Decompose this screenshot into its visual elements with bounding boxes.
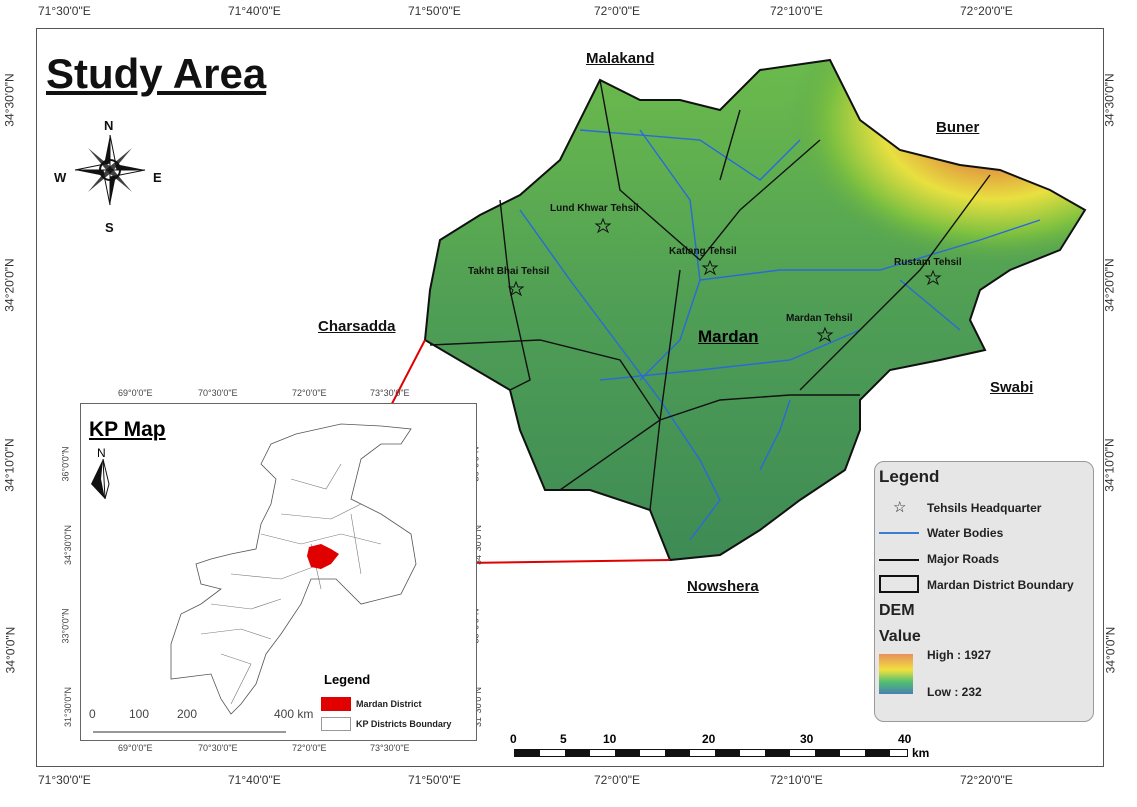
mardan-district-highlight bbox=[307, 544, 339, 569]
compass-w: W bbox=[54, 170, 67, 185]
inset-lat: 31°30'0"N bbox=[63, 686, 74, 728]
scale-tick: 5 bbox=[560, 732, 567, 746]
inset-north-label: N bbox=[97, 446, 106, 460]
tehsil-label: Lund Khwar Tehsil bbox=[550, 203, 639, 214]
inset-legend-title: Legend bbox=[324, 672, 371, 687]
lon-label-bottom: 72°20'0"E bbox=[960, 773, 1013, 787]
water-bodies bbox=[519, 129, 1041, 541]
kp-districts bbox=[91, 423, 417, 733]
tehsil-label: Rustam Tehsil bbox=[894, 257, 962, 268]
road-line-icon bbox=[879, 559, 919, 561]
scale-tick: 20 bbox=[702, 732, 716, 746]
lon-label-bottom: 71°40'0"E bbox=[228, 773, 281, 787]
lon-label-bottom: 72°10'0"E bbox=[770, 773, 823, 787]
scale-tick: 10 bbox=[603, 732, 617, 746]
tehsil-label: Katlang Tehsil bbox=[669, 246, 737, 257]
inset-scale-label: 0 bbox=[89, 707, 96, 721]
legend-item: Major Roads bbox=[927, 552, 1000, 566]
scale-tick: 40 bbox=[898, 732, 912, 746]
label-buner: Buner bbox=[936, 119, 980, 136]
lon-label-top: 71°30'0"E bbox=[38, 4, 91, 18]
district-boundary bbox=[423, 58, 1087, 562]
lon-label-bottom: 71°30'0"E bbox=[38, 773, 91, 787]
scale-unit: km bbox=[912, 746, 930, 760]
lon-label-bottom: 71°50'0"E bbox=[408, 773, 461, 787]
map-frame bbox=[36, 28, 1104, 767]
boundary-box-icon bbox=[879, 575, 919, 593]
legend-item: Mardan District Boundary bbox=[927, 578, 1074, 592]
compass-s: S bbox=[105, 220, 114, 235]
lon-label-top: 72°20'0"E bbox=[960, 4, 1013, 18]
value-label: Value bbox=[879, 628, 921, 645]
inset-lat: 34°30'0"N bbox=[63, 524, 74, 566]
dem-label: DEM bbox=[879, 602, 915, 619]
lon-label-top: 71°50'0"E bbox=[408, 4, 461, 18]
tehsil-label: Takht Bhai Tehsil bbox=[468, 266, 550, 277]
lon-label-bottom: 72°0'0"E bbox=[594, 773, 641, 787]
major-roads bbox=[429, 79, 991, 511]
dem-high-label: High : 1927 bbox=[927, 648, 992, 662]
inset-lon: 70°30'0"E bbox=[198, 743, 238, 753]
inset-scale-label: 100 bbox=[129, 707, 150, 721]
inset-legend-item: KP Districts Boundary bbox=[356, 719, 452, 729]
inset-lon: 69°0'0"E bbox=[118, 388, 153, 398]
label-nowshera: Nowshera bbox=[687, 578, 759, 595]
tehsil-hq-markers bbox=[507, 217, 942, 343]
scale-tick: 30 bbox=[800, 732, 814, 746]
inset-lat: 33°0'0"N bbox=[60, 608, 71, 644]
compass-e: E bbox=[153, 170, 162, 185]
map-title: Study Area bbox=[46, 50, 267, 97]
star-icon: ☆ bbox=[893, 499, 907, 516]
legend-item: Tehsils Headquarter bbox=[927, 501, 1042, 515]
label-swabi: Swabi bbox=[990, 379, 1034, 396]
scale-bar bbox=[514, 749, 908, 757]
inset-lon: 69°0'0"E bbox=[118, 743, 153, 753]
label-mardan: Mardan bbox=[698, 327, 759, 346]
label-malakand: Malakand bbox=[586, 50, 655, 67]
inset-lat: 36°0'0"N bbox=[60, 446, 71, 482]
north-arrow-icon bbox=[91, 459, 105, 499]
scale-tick: 0 bbox=[510, 732, 517, 746]
legend-title: Legend bbox=[879, 467, 940, 486]
inset-title: KP Map bbox=[89, 418, 166, 441]
mardan-swatch bbox=[321, 697, 351, 711]
inset-lon: 70°30'0"E bbox=[198, 388, 238, 398]
inset-lon: 72°0'0"E bbox=[292, 388, 327, 398]
kp-boundary-swatch bbox=[321, 717, 351, 731]
dem-color-ramp bbox=[879, 654, 913, 694]
lon-label-top: 72°0'0"E bbox=[594, 4, 641, 18]
inset-lon: 73°30'0"E bbox=[370, 743, 410, 753]
inset-lon: 73°30'0"E bbox=[370, 388, 410, 398]
inset-scale-label: 400 km bbox=[274, 707, 314, 721]
tehsil-label: Mardan Tehsil bbox=[786, 313, 853, 324]
label-charsadda: Charsadda bbox=[318, 318, 396, 335]
legend: Legend ☆ Tehsils Headquarter Water Bodie… bbox=[874, 461, 1094, 722]
lon-label-top: 71°40'0"E bbox=[228, 4, 281, 18]
legend-item: Water Bodies bbox=[927, 526, 1004, 540]
kp-inset-map: KP Map N 0 100 200 400 km Legend Mardan … bbox=[80, 403, 477, 741]
water-line-icon bbox=[879, 532, 919, 534]
lon-label-top: 72°10'0"E bbox=[770, 4, 823, 18]
dem-low-label: Low : 232 bbox=[927, 685, 982, 699]
inset-lon: 72°0'0"E bbox=[292, 743, 327, 753]
inset-scale-label: 200 bbox=[177, 707, 198, 721]
compass-rose-icon bbox=[74, 134, 146, 206]
inset-legend-item: Mardan District bbox=[356, 699, 422, 709]
compass-n: N bbox=[104, 118, 114, 133]
